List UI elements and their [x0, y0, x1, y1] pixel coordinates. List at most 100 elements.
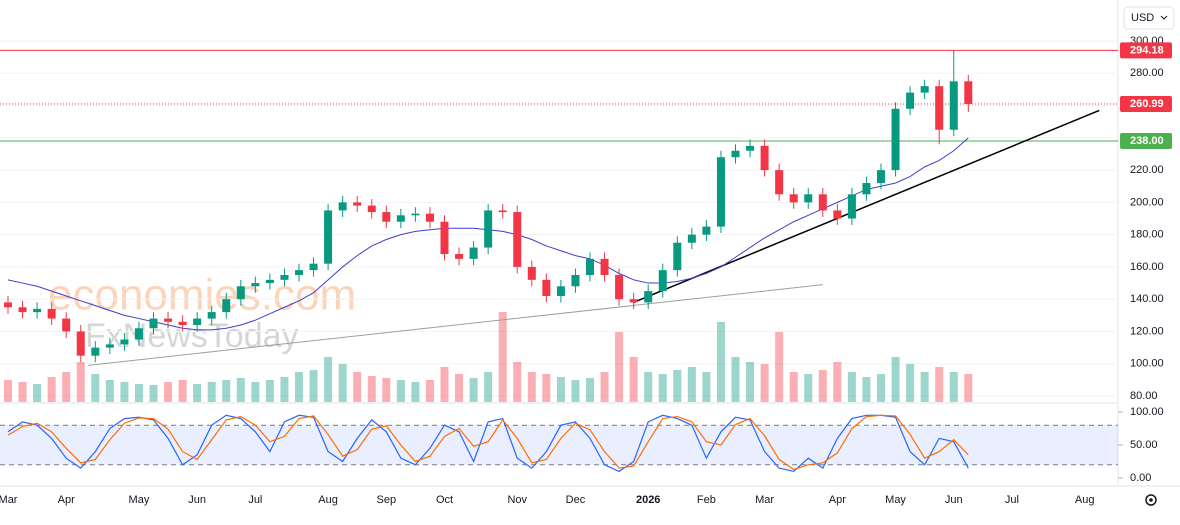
x-tick-label: Oct	[436, 494, 453, 506]
volume-bar	[833, 362, 842, 402]
candle-body	[804, 194, 813, 203]
volume-bar	[367, 376, 376, 402]
volume-bar	[644, 372, 653, 402]
volume-bar	[935, 367, 944, 402]
currency-selector[interactable]: USD	[1123, 6, 1175, 30]
candle-body	[222, 299, 231, 313]
volume-bar	[236, 378, 245, 402]
volume-bar	[18, 382, 27, 402]
x-tick-label: May	[129, 494, 150, 506]
stoch-tick-label: 100.00	[1130, 406, 1164, 418]
x-tick-label: Jun	[188, 494, 206, 506]
candle-body	[906, 92, 915, 109]
volume-bar	[731, 357, 740, 402]
volume-bar	[411, 382, 420, 402]
x-tick-label: Apr	[829, 494, 846, 506]
level-label: 294.18	[1130, 44, 1164, 56]
volume-bar	[687, 367, 696, 402]
candle-body	[295, 270, 303, 275]
x-tick-label: Feb	[697, 494, 716, 506]
currency-label[interactable]: USD	[1131, 12, 1154, 24]
y-tick-label: 160.00	[1130, 261, 1164, 273]
volume-bar	[746, 362, 755, 402]
candle-body	[18, 307, 27, 313]
volume-bar	[920, 372, 929, 402]
candle-body	[586, 258, 594, 275]
y-tick-label: 80.00	[1130, 390, 1158, 402]
candle-body	[134, 328, 143, 340]
volume-bar	[91, 374, 100, 402]
candle-body	[542, 279, 551, 296]
stoch-line	[7, 414, 969, 471]
candle-body	[702, 226, 711, 235]
watermark: economies.com	[48, 271, 356, 320]
y-tick-label: 120.00	[1130, 325, 1164, 337]
candle-body	[891, 108, 900, 171]
candle-body	[76, 331, 85, 356]
volume-bar	[658, 374, 667, 402]
candle-body	[309, 263, 318, 271]
candle-body	[527, 266, 536, 280]
volume-bar	[338, 364, 347, 402]
candle-body	[833, 210, 842, 219]
volume-bar	[425, 380, 434, 402]
candle-body	[731, 150, 740, 158]
candle-body	[33, 308, 42, 313]
volume-bar	[469, 378, 478, 402]
candle-body	[571, 274, 580, 287]
volume-bar	[877, 374, 885, 402]
x-tick-label: Mar	[755, 494, 774, 506]
candle-body	[935, 86, 944, 130]
volume-bar	[629, 357, 638, 402]
watermark: FxNewsToday	[85, 317, 299, 355]
currency-button[interactable]	[1123, 6, 1175, 30]
y-tick-label: 180.00	[1130, 229, 1164, 241]
volume-bar	[207, 382, 216, 402]
settings-button[interactable]	[1145, 494, 1157, 506]
volume-bar	[804, 374, 813, 402]
candle-body	[658, 270, 667, 292]
level-label-bg	[1120, 133, 1172, 150]
candle-body	[469, 247, 478, 259]
volume-bar	[309, 370, 318, 402]
volume-bar	[571, 380, 580, 402]
level-label-bg	[1120, 42, 1172, 59]
candle-body	[687, 234, 696, 243]
volume-bar	[76, 362, 85, 402]
candle-body	[964, 81, 973, 104]
candle-body	[746, 145, 755, 151]
candle-body	[353, 202, 362, 206]
candle-body	[367, 205, 376, 213]
x-tick-label: Nov	[507, 494, 527, 506]
candle-body	[556, 286, 565, 296]
x-tick-label: Jun	[945, 494, 963, 506]
candle-body	[760, 145, 769, 171]
candle-body	[877, 170, 885, 184]
volume-bar	[556, 377, 565, 402]
y-tick-label: 100.00	[1130, 358, 1164, 370]
volume-bar	[265, 380, 274, 402]
volume-bar	[149, 385, 158, 402]
volume-bar	[396, 380, 405, 402]
candle-body	[207, 312, 216, 319]
volume-bar	[222, 380, 231, 402]
gear-icon[interactable]	[1145, 494, 1157, 506]
x-tick-label: Jul	[1005, 494, 1019, 506]
volume-bar	[513, 362, 522, 402]
volume-bar	[62, 372, 71, 402]
candle-body	[615, 274, 624, 300]
x-tick-label: Apr	[58, 494, 75, 506]
candle-body	[847, 194, 856, 219]
candle-body	[91, 347, 100, 356]
level-label: 260.99	[1130, 98, 1164, 110]
volume-bar	[280, 377, 289, 402]
x-tick-label: Aug	[318, 494, 338, 506]
stoch-tick-label: 50.00	[1130, 439, 1158, 451]
candle-body	[178, 321, 187, 326]
candle-body	[920, 86, 929, 93]
candle-body	[47, 308, 56, 319]
candle-body	[193, 318, 202, 326]
trend-line	[87, 284, 823, 366]
y-tick-label: 140.00	[1130, 293, 1164, 305]
candle-body	[673, 242, 682, 271]
